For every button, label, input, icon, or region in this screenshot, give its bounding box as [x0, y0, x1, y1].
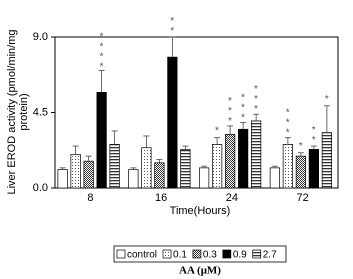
bar	[83, 160, 94, 189]
legend-swatch	[116, 249, 126, 259]
significance-mark: **	[308, 125, 319, 145]
bar	[70, 154, 81, 189]
significance-mark: ***	[250, 84, 261, 114]
bar	[96, 92, 107, 189]
legend-label: 0.1	[173, 250, 187, 261]
y-axis-label: protein)	[18, 93, 30, 130]
significance-mark: *	[321, 94, 332, 104]
bar	[238, 128, 249, 189]
legend-label: 0.9	[233, 250, 247, 261]
legend-title: AA (μM)	[179, 265, 221, 277]
y-tick-label: 4.5	[33, 106, 48, 118]
significance-mark: *	[295, 141, 306, 151]
legend-label: control	[127, 250, 157, 261]
bar	[141, 147, 152, 189]
significance-mark: *	[211, 126, 222, 136]
significance-mark: ***	[282, 108, 293, 138]
x-tick-label: 24	[226, 192, 238, 204]
x-tick-label: 8	[87, 192, 93, 204]
significance-mark: ****	[96, 32, 107, 72]
x-tick-label: 72	[297, 192, 309, 204]
bar	[154, 162, 165, 189]
significance-mark: ***	[237, 93, 248, 123]
bar	[167, 56, 178, 189]
bar	[180, 149, 191, 189]
bar	[128, 169, 139, 189]
legend-swatch	[222, 249, 232, 259]
bar	[199, 167, 210, 189]
significance-mark: ***	[224, 96, 235, 126]
legend-swatch	[162, 249, 172, 259]
legend-box	[113, 245, 287, 263]
bar	[269, 167, 280, 189]
legend-label: 2.7	[263, 250, 277, 261]
y-axis-label: Liver EROD activity (pmol/min/mg	[6, 29, 18, 194]
legend-label: 0.3	[203, 250, 217, 261]
bar	[109, 144, 120, 189]
y-tick-label: 9.0	[33, 31, 48, 43]
legend-swatch	[252, 249, 262, 259]
bar	[225, 133, 236, 189]
bar	[251, 120, 262, 189]
bar	[308, 149, 319, 189]
x-tick-label: 16	[155, 192, 167, 204]
significance-mark: **	[167, 16, 178, 36]
bar	[321, 132, 332, 189]
y-tick-label: 0.0	[33, 182, 48, 194]
bar	[282, 144, 293, 189]
x-axis-label: Time(Hours)	[170, 205, 231, 217]
bar	[57, 169, 68, 189]
bar	[212, 144, 223, 189]
legend-swatch	[192, 249, 202, 259]
bar	[295, 155, 306, 189]
